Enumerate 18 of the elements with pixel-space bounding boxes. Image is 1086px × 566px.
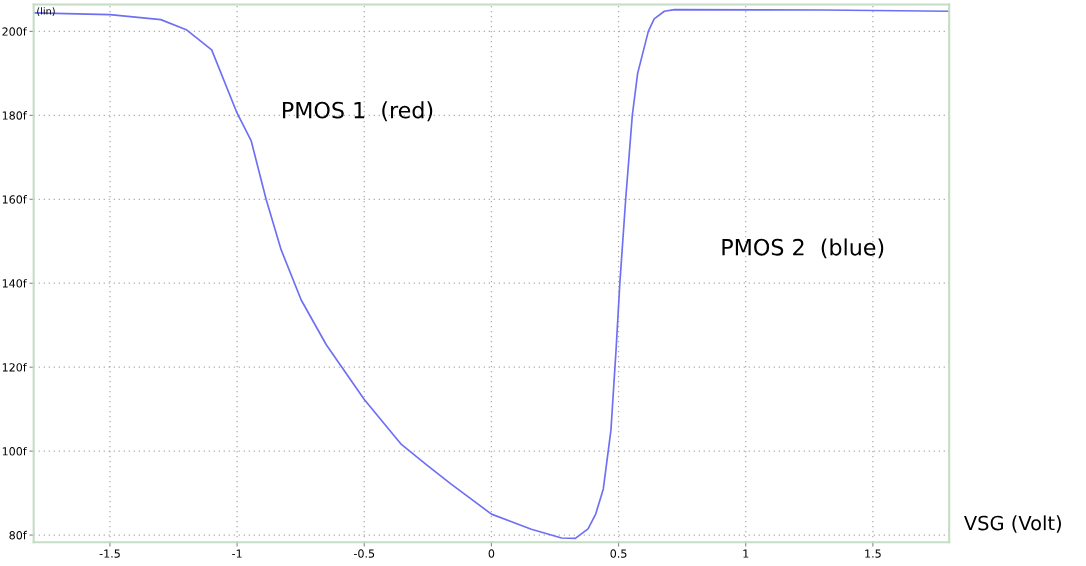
y-tick-label: 100f [2,446,27,456]
y-tick-label: 200f [2,27,27,36]
x-axis-title: VSG (Volt) [964,515,1061,533]
y-tick-label: 80f [9,530,27,540]
y-tick-label: 140f [2,279,27,288]
x-tick-label: 1.5 [865,549,881,558]
y-tick-label: 180f [2,111,27,120]
y-tick-label: 160f [2,195,27,204]
line-series [33,8,950,540]
annotation: PMOS 2 (blue) [722,238,884,259]
x-tick-label: -1 [232,549,242,558]
x-tick-label: 1 [743,549,749,558]
x-tick-label: -1.5 [99,549,120,558]
x-tick-label: -0.5 [353,549,375,558]
y-tick-label: 120f [2,362,27,372]
annotation: PMOS 1 (red) [283,101,433,122]
x-tick-label: 0 [488,549,495,558]
x-tick-label: 0.5 [610,549,627,558]
